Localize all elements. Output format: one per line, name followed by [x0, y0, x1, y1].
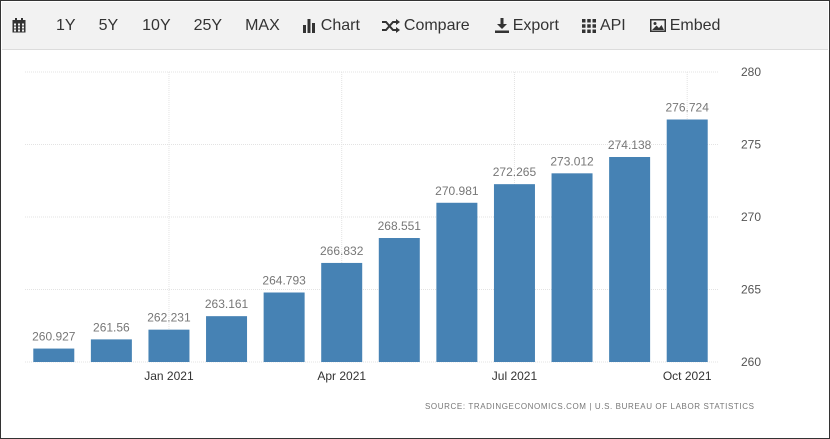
source-note: SOURCE: TRADINGECONOMICS.COM | U.S. BURE…: [425, 402, 755, 411]
bar: [436, 202, 478, 362]
y-tick-label: 260: [741, 355, 761, 369]
x-tick-label: Apr 2021: [317, 369, 366, 383]
grid-icon: [581, 18, 596, 33]
bar: [263, 292, 305, 362]
bar: [90, 339, 132, 362]
api-button[interactable]: API: [581, 2, 626, 50]
api-button-label: API: [599, 16, 626, 34]
chart-button[interactable]: Chart: [302, 2, 360, 50]
image-icon: [649, 19, 666, 32]
bar: [666, 119, 708, 362]
bar-value-label: 272.265: [493, 165, 537, 179]
x-tick-label: Jan 2021: [144, 369, 194, 383]
shuffle-icon: [381, 18, 400, 33]
bar-value-label: 274.138: [608, 138, 652, 152]
bar: [33, 348, 75, 362]
range-5y-button[interactable]: 5Y: [99, 2, 119, 50]
bar: [148, 329, 190, 362]
bar-value-label: 263.161: [205, 297, 249, 311]
range-max-label: MAX: [245, 16, 280, 34]
embed-button-label: Embed: [669, 16, 721, 34]
y-tick-label: 275: [741, 138, 761, 152]
embed-button[interactable]: Embed: [649, 2, 721, 50]
download-icon: [494, 18, 509, 33]
range-1y-button[interactable]: 1Y: [56, 2, 76, 50]
bar: [493, 184, 535, 362]
calendar-button[interactable]: [12, 2, 30, 50]
compare-button[interactable]: Compare: [381, 2, 470, 50]
bar-value-label: 276.724: [666, 101, 710, 115]
bar-value-label: 270.981: [435, 184, 479, 198]
x-tick-label: Jul 2021: [492, 369, 538, 383]
chart-button-label: Chart: [320, 16, 360, 34]
bar-value-label: 268.551: [378, 219, 422, 233]
bar-value-label: 266.832: [320, 244, 364, 258]
range-10y-label: 10Y: [142, 16, 171, 34]
bar: [551, 173, 593, 362]
range-5y-label: 5Y: [98, 16, 119, 34]
range-max-button[interactable]: MAX: [245, 2, 280, 50]
bar: [206, 316, 248, 362]
chart-area: 260 265 270 275 280 Jan 2021 Apr 2021 Jul 2021 O…: [1, 51, 829, 439]
range-1y-label: 1Y: [56, 16, 76, 34]
chart-toolbar: 1Y 5Y 10Y 25Y MAX Chart: [2, 2, 828, 50]
range-25y-button[interactable]: 25Y: [194, 2, 222, 50]
bar-value-label: 264.793: [262, 274, 306, 288]
calendar-icon: [12, 18, 26, 33]
bar-chart-icon: [302, 18, 317, 33]
bar-value-label: 273.012: [550, 154, 594, 168]
bar: [609, 156, 651, 362]
bar-value-label: 261.56: [93, 320, 130, 334]
x-tick-label: Oct 2021: [663, 369, 712, 383]
range-10y-button[interactable]: 10Y: [142, 2, 170, 50]
bar: [378, 238, 420, 362]
y-tick-label: 265: [741, 283, 761, 297]
compare-button-label: Compare: [403, 16, 470, 34]
y-tick-label: 270: [741, 210, 761, 224]
y-tick-label: 280: [741, 65, 761, 79]
bar-value-label: 260.927: [32, 330, 76, 344]
bar-value-label: 262.231: [147, 311, 191, 325]
bar-chart: 260 265 270 275 280 Jan 2021 Apr 2021 Jul 2021 O…: [25, 65, 761, 383]
bar: [321, 262, 363, 362]
export-button-label: Export: [512, 16, 559, 34]
range-25y-label: 25Y: [193, 16, 223, 34]
export-button[interactable]: Export: [494, 2, 559, 50]
